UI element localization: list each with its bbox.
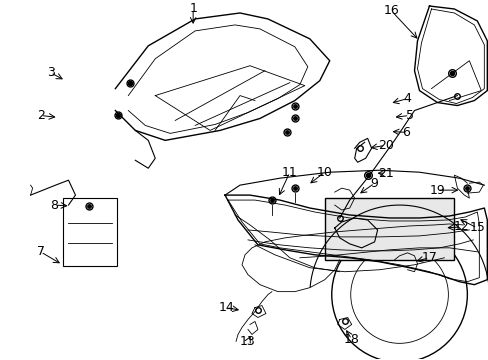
Text: 14: 14	[218, 301, 233, 314]
Text: 18: 18	[343, 333, 359, 346]
Text: 3: 3	[46, 66, 54, 79]
Bar	[62, 198, 117, 266]
Text: 12: 12	[452, 220, 468, 233]
Text: 17: 17	[421, 251, 437, 264]
Text: 6: 6	[402, 126, 409, 139]
Text: 16: 16	[383, 4, 399, 18]
Text: 5: 5	[405, 109, 413, 122]
Bar	[324, 198, 453, 260]
Text: 1: 1	[189, 3, 197, 15]
Text: 15: 15	[468, 221, 484, 234]
Text: 2: 2	[37, 109, 44, 122]
Text: 21: 21	[377, 167, 393, 180]
Text: 4: 4	[403, 92, 410, 105]
Text: 13: 13	[240, 335, 255, 348]
Text: 8: 8	[50, 199, 59, 212]
Text: 9: 9	[370, 177, 378, 190]
Text: 20: 20	[377, 139, 393, 152]
Text: 19: 19	[428, 184, 445, 197]
Text: 10: 10	[316, 166, 332, 179]
Text: 7: 7	[37, 245, 44, 258]
Text: 11: 11	[282, 166, 297, 179]
